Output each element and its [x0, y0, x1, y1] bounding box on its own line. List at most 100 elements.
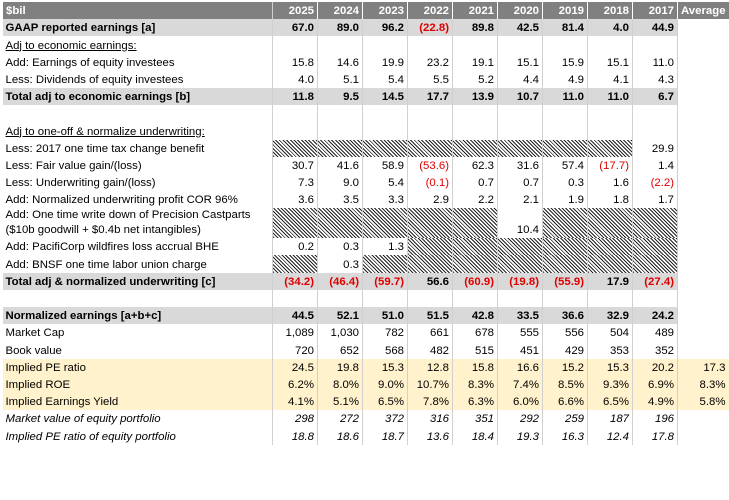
- value-cell: [452, 255, 498, 273]
- value-cell: 58.9: [362, 156, 408, 174]
- value-cell: 15.8: [272, 53, 318, 71]
- value-cell: [542, 122, 588, 140]
- value-cell: 20.2: [632, 358, 678, 376]
- value-cell: 678: [452, 324, 498, 342]
- value-cell: 6.9%: [632, 375, 678, 393]
- value-cell: 4.1: [587, 70, 633, 88]
- value-cell: 17.7: [407, 87, 453, 106]
- value-cell: [497, 289, 543, 307]
- value-cell: (27.4): [632, 272, 678, 290]
- row-label: Implied PE ratio: [2, 358, 273, 376]
- value-cell: 51.5: [407, 307, 453, 325]
- value-cell: 6.6%: [542, 392, 588, 411]
- row-label: Total adj to economic earnings [b]: [2, 87, 273, 106]
- value-cell: 504: [587, 324, 633, 342]
- header-cell: 2024: [317, 2, 363, 20]
- value-cell: 4.0: [272, 70, 318, 88]
- value-cell: [677, 19, 729, 37]
- value-cell: 372: [362, 410, 408, 428]
- value-cell: 6.0%: [497, 392, 543, 411]
- table-row: Total adj to economic earnings [b] 11.8 9.…: [2, 87, 729, 106]
- value-cell: 11.0: [587, 87, 633, 106]
- value-cell: 5.1%: [317, 392, 363, 411]
- value-cell: 4.9%: [632, 392, 678, 411]
- table-row: Implied PE ratio 24.5 19.8 15.3 12.8 15.8 16.6…: [2, 358, 729, 376]
- value-cell: [677, 410, 729, 428]
- value-cell: 18.8: [272, 427, 318, 445]
- value-cell: 16.3: [542, 427, 588, 445]
- value-cell: 42.5: [497, 19, 543, 37]
- value-cell: [542, 36, 588, 54]
- value-cell: 57.4: [542, 156, 588, 174]
- value-cell: 316: [407, 410, 453, 428]
- value-cell: 5.5: [407, 70, 453, 88]
- row-label: [2, 289, 273, 307]
- value-cell: 44.5: [272, 307, 318, 325]
- value-cell: [677, 156, 729, 174]
- header-cell: $bil: [2, 2, 273, 20]
- value-cell: 0.3: [317, 238, 363, 256]
- value-cell: [407, 122, 453, 140]
- value-cell: [362, 208, 408, 239]
- value-cell: 56.6: [407, 272, 453, 290]
- value-cell: 13.9: [452, 87, 498, 106]
- value-cell: [542, 139, 588, 157]
- row-label: Less: Fair value gain/(loss): [2, 156, 273, 174]
- value-cell: [542, 105, 588, 123]
- value-cell: 23.2: [407, 53, 453, 71]
- table-row: Add: PacifiCorp wildfires loss accrual B…: [2, 238, 729, 256]
- value-cell: 196: [632, 410, 678, 428]
- value-cell: [272, 139, 318, 157]
- value-cell: 9.5: [317, 87, 363, 106]
- value-cell: 24.2: [632, 307, 678, 325]
- value-cell: 10.4: [497, 208, 543, 239]
- value-cell: 15.2: [542, 358, 588, 376]
- row-label: Book value: [2, 341, 273, 359]
- value-cell: [677, 341, 729, 359]
- value-cell: [272, 255, 318, 273]
- value-cell: [677, 139, 729, 157]
- value-cell: 44.9: [632, 19, 678, 37]
- value-cell: 0.7: [452, 173, 498, 192]
- value-cell: 10.7%: [407, 375, 453, 393]
- value-cell: 89.8: [452, 19, 498, 37]
- value-cell: 489: [632, 324, 678, 342]
- value-cell: 15.9: [542, 53, 588, 71]
- value-cell: (22.8): [407, 19, 453, 37]
- row-label: Less: Dividends of equity investees: [2, 70, 273, 88]
- value-cell: [452, 238, 498, 256]
- value-cell: [632, 208, 678, 239]
- value-cell: 0.3: [317, 255, 363, 273]
- table-row: Less: Dividends of equity investees 4.0 5.…: [2, 70, 729, 88]
- value-cell: [407, 289, 453, 307]
- value-cell: [497, 36, 543, 54]
- value-cell: [677, 324, 729, 342]
- value-cell: 6.3%: [452, 392, 498, 411]
- value-cell: 482: [407, 341, 453, 359]
- value-cell: [317, 36, 363, 54]
- value-cell: 17.9: [587, 272, 633, 290]
- value-cell: 4.3: [632, 70, 678, 88]
- table-row: Implied Earnings Yield 4.1% 5.1% 6.5% 7.8% 6.…: [2, 392, 729, 411]
- value-cell: [632, 122, 678, 140]
- header-cell: 2022: [407, 2, 453, 20]
- value-cell: 3.5: [317, 191, 363, 209]
- value-cell: 6.7: [632, 87, 678, 106]
- value-cell: 4.9: [542, 70, 588, 88]
- value-cell: 652: [317, 341, 363, 359]
- value-cell: 19.9: [362, 53, 408, 71]
- row-label: Add: BNSF one time labor union charge: [2, 255, 273, 273]
- value-cell: [587, 139, 633, 157]
- value-cell: 13.6: [407, 427, 453, 445]
- value-cell: [452, 122, 498, 140]
- value-cell: [452, 139, 498, 157]
- value-cell: 353: [587, 341, 633, 359]
- value-cell: 4.1%: [272, 392, 318, 411]
- value-cell: 568: [362, 341, 408, 359]
- value-cell: [587, 289, 633, 307]
- value-cell: 52.1: [317, 307, 363, 325]
- value-cell: [587, 208, 633, 239]
- value-cell: [362, 36, 408, 54]
- value-cell: [407, 36, 453, 54]
- value-cell: 19.3: [497, 427, 543, 445]
